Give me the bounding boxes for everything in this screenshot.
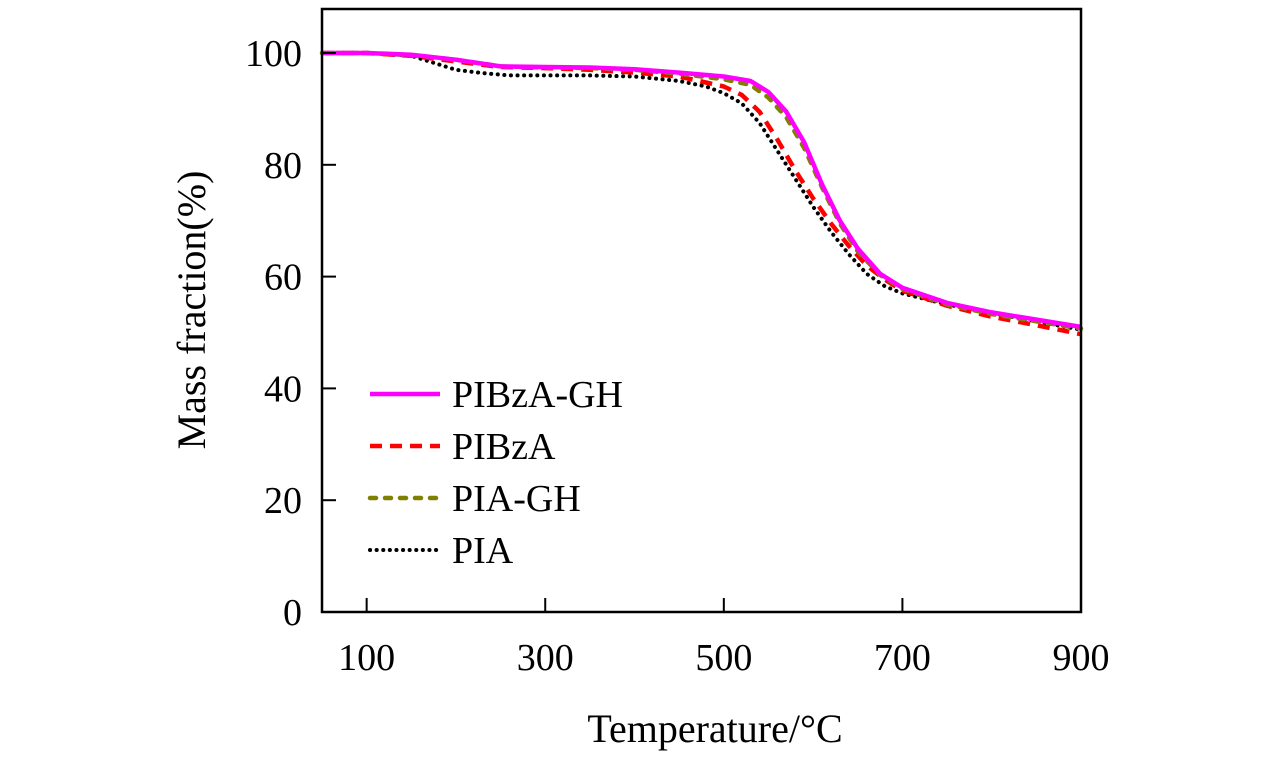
plot-frame	[320, 7, 1083, 614]
legend-label-pia-gh: PIA-GH	[452, 478, 581, 520]
ticks-layer: 100 300 500 700 900 0 20 40 60 80 100	[245, 33, 1110, 679]
series-layer	[319, 50, 1084, 337]
series-line-pia	[320, 51, 1083, 332]
x-tick-label: 300	[517, 637, 574, 679]
y-tick-label: 100	[245, 33, 302, 75]
x-tick-label: 700	[874, 637, 931, 679]
legend-label-pia: PIA	[452, 530, 514, 572]
x-axis-label: Temperature/°C	[587, 706, 842, 751]
axes-layer	[320, 7, 1083, 614]
series-line-pibza-gh	[322, 50, 1082, 330]
x-tick-label: 900	[1053, 637, 1110, 679]
legend-label-pibza-gh: PIBzA-GH	[452, 374, 623, 416]
legend-label-pibza: PIBzA	[452, 426, 556, 468]
x-tick-label: 100	[338, 637, 395, 679]
legend: PIBzA-GH PIBzA PIA-GH PIA	[367, 374, 623, 572]
y-tick-label: 80	[264, 145, 302, 187]
y-axis-label: Mass fraction(%)	[169, 171, 214, 450]
y-tick-label: 0	[283, 592, 302, 634]
y-tick-label: 60	[264, 257, 302, 299]
x-tick-label: 500	[695, 637, 752, 679]
y-tick-label: 40	[264, 368, 302, 410]
series-line-pia-gh	[319, 50, 1084, 331]
y-tick-label: 20	[264, 480, 302, 522]
series-line-pibza	[322, 50, 1082, 337]
